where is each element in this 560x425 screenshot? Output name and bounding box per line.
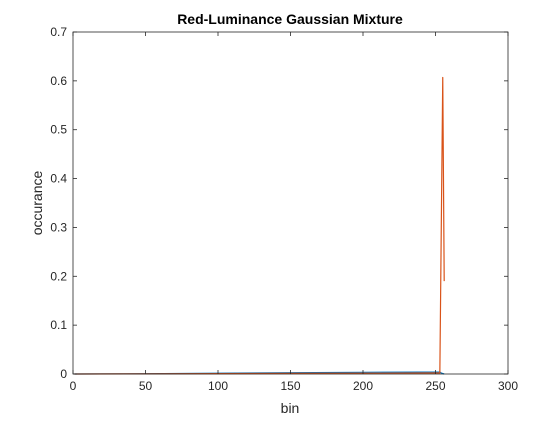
y-tick-label: 0 (60, 367, 67, 381)
x-tick-label: 50 (139, 379, 153, 393)
x-ticks: 0 50 100 150 200 250 300 (70, 32, 518, 393)
x-tick-label: 300 (498, 379, 518, 393)
y-ticks: 0 0.1 0.2 0.3 0.4 0.5 0.6 0.7 (50, 25, 508, 381)
chart-title: Red-Luminance Gaussian Mixture (177, 11, 403, 27)
x-tick-label: 0 (70, 379, 77, 393)
y-tick-label: 0.3 (50, 220, 67, 234)
y-tick-label: 0.1 (50, 318, 67, 332)
y-tick-label: 0.7 (50, 25, 67, 39)
x-tick-label: 150 (280, 379, 300, 393)
axes-box (72, 31, 509, 375)
y-tick-label: 0.6 (50, 74, 67, 88)
y-tick-label: 0.4 (50, 172, 67, 186)
x-axis-label: bin (281, 400, 300, 416)
x-tick-label: 250 (425, 379, 445, 393)
x-tick-label: 100 (208, 379, 228, 393)
y-tick-label: 0.2 (50, 269, 67, 283)
x-tick-label: 200 (353, 379, 373, 393)
plot-area (73, 32, 508, 374)
y-tick-label: 0.5 (50, 123, 67, 137)
y-axis-label: occurance (29, 170, 45, 235)
